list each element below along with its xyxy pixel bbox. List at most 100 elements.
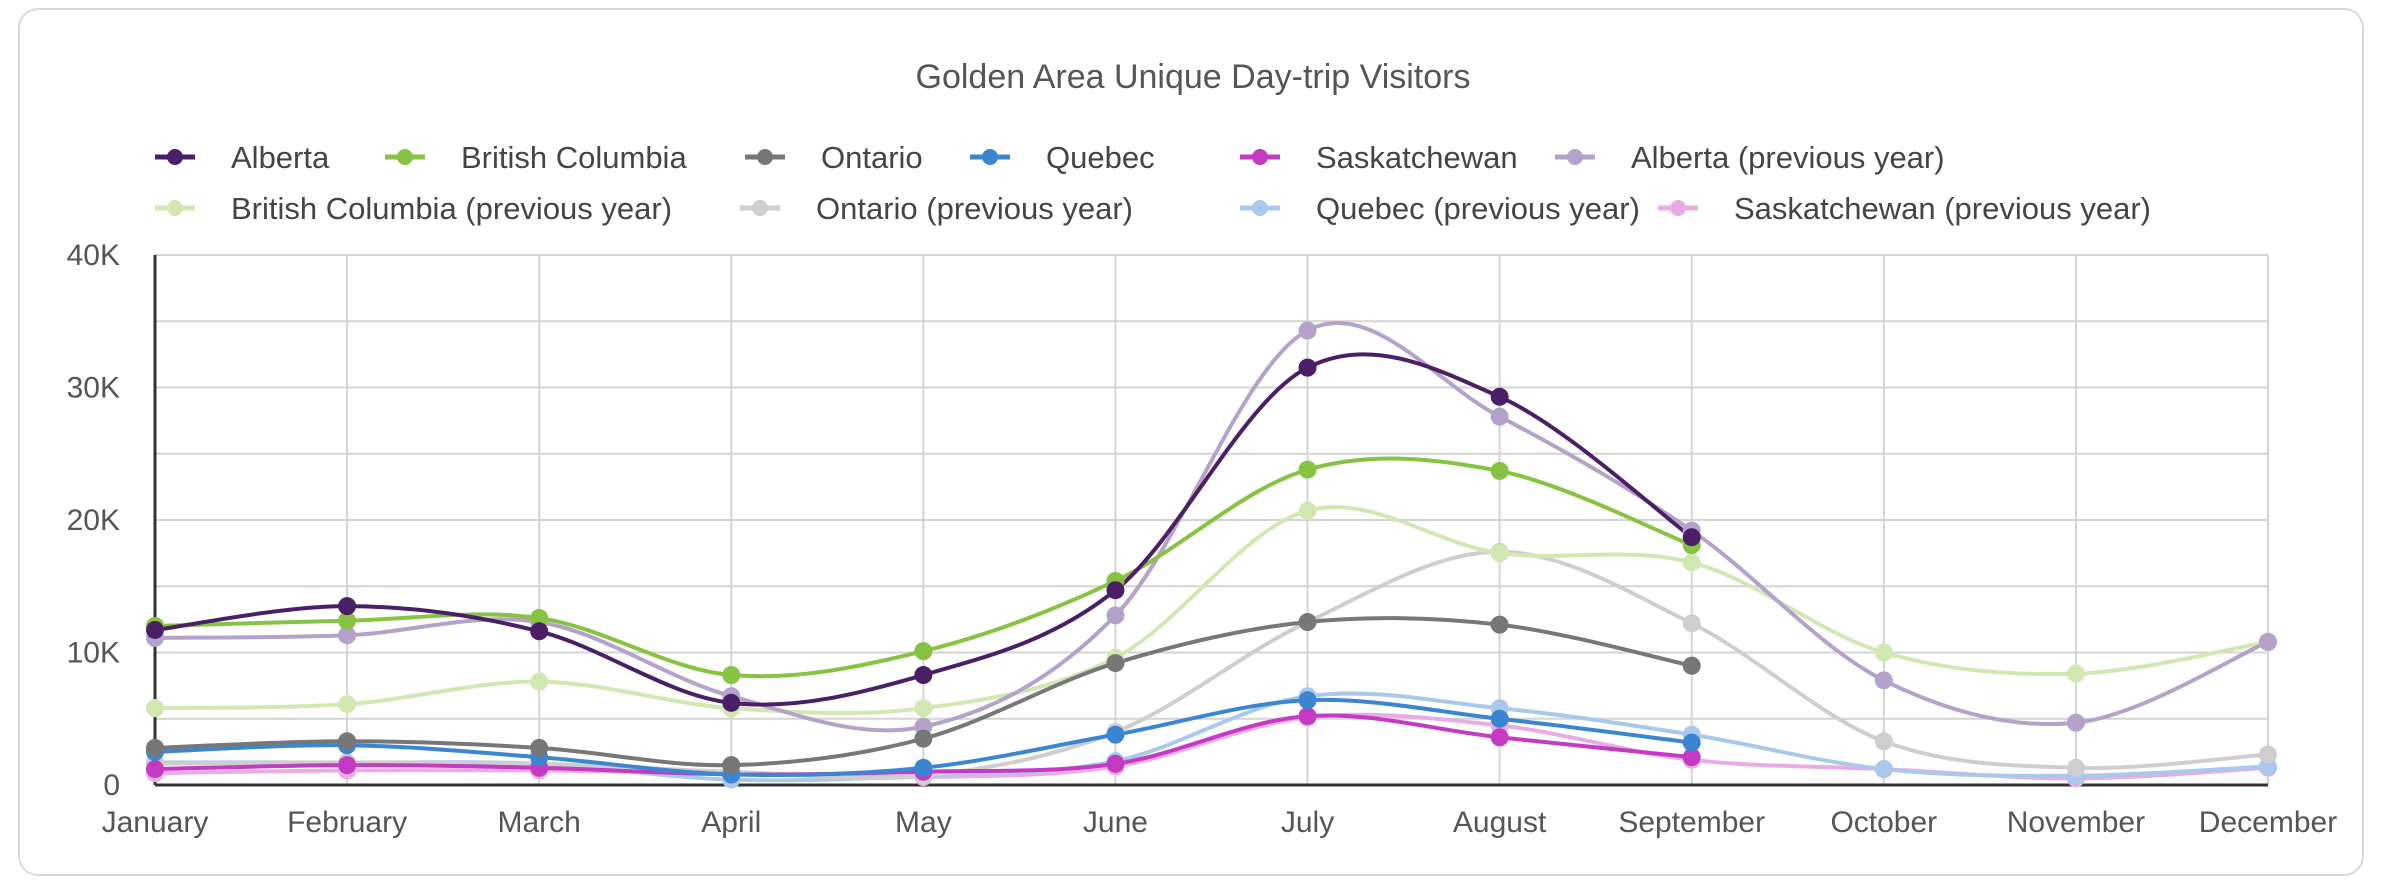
legend-label: Quebec [1046, 140, 1155, 175]
data-point[interactable] [1874, 643, 1893, 662]
legend-marker [1252, 149, 1268, 165]
data-point[interactable] [1874, 671, 1893, 690]
data-point[interactable] [1682, 733, 1701, 752]
data-point[interactable] [1298, 501, 1317, 520]
legend-marker [1670, 200, 1686, 216]
data-point[interactable] [1298, 321, 1317, 340]
data-point[interactable] [1298, 613, 1317, 632]
x-tick-label: July [1281, 806, 1334, 839]
data-point[interactable] [914, 758, 933, 777]
data-point[interactable] [1490, 544, 1509, 563]
grid [154, 254, 2269, 786]
data-point[interactable] [1490, 387, 1509, 406]
data-point[interactable] [1682, 614, 1701, 633]
legend-marker [752, 200, 768, 216]
data-point[interactable] [1298, 460, 1317, 479]
legend-label: Ontario (previous year) [816, 191, 1133, 226]
legend-label: Ontario [821, 140, 923, 175]
data-point[interactable] [146, 699, 164, 718]
legend-item[interactable]: Ontario (previous year) [740, 191, 1133, 226]
data-point[interactable] [338, 611, 357, 630]
legend-item[interactable]: British Columbia (previous year) [155, 191, 672, 226]
series-line [153, 352, 1694, 707]
data-point[interactable] [1106, 581, 1125, 600]
x-tick-label: May [895, 806, 952, 839]
x-tick-label: June [1083, 806, 1148, 839]
legend-marker [982, 149, 998, 165]
data-point[interactable] [914, 729, 933, 748]
legend-item[interactable]: Saskatchewan [1240, 140, 1518, 175]
data-point[interactable] [146, 620, 164, 639]
data-point[interactable] [1106, 654, 1125, 673]
legend-marker [757, 149, 773, 165]
data-point[interactable] [1682, 656, 1701, 675]
chart-title: Golden Area Unique Day-trip Visitors [916, 58, 1471, 96]
data-point[interactable] [2259, 632, 2277, 651]
data-point[interactable] [338, 626, 357, 645]
data-point[interactable] [146, 760, 164, 779]
data-point[interactable] [530, 609, 549, 628]
legend-item[interactable]: British Columbia [385, 140, 687, 175]
legend-item[interactable]: Saskatchewan (previous year) [1658, 191, 2151, 226]
y-tick-label: 0 [103, 769, 120, 802]
data-point[interactable] [338, 756, 357, 775]
data-point[interactable] [2066, 758, 2085, 777]
data-point[interactable] [1490, 709, 1509, 728]
data-point[interactable] [1682, 553, 1701, 572]
data-point[interactable] [722, 666, 741, 685]
data-point[interactable] [914, 699, 933, 718]
data-point[interactable] [1106, 606, 1125, 625]
data-point[interactable] [338, 732, 357, 751]
data-point[interactable] [146, 738, 164, 757]
data-point[interactable] [1874, 732, 1893, 751]
legend-item[interactable]: Alberta (previous year) [1555, 140, 1945, 175]
data-point[interactable] [2066, 713, 2085, 732]
data-point[interactable] [530, 738, 549, 757]
data-point[interactable] [722, 693, 741, 712]
data-point[interactable] [338, 597, 357, 616]
series-layer [153, 321, 2270, 783]
data-point[interactable] [722, 756, 741, 775]
x-tick-label: April [701, 806, 761, 839]
data-point[interactable] [1490, 615, 1509, 634]
x-tick-label: December [2199, 806, 2337, 839]
data-point[interactable] [530, 672, 549, 691]
data-point[interactable] [1490, 407, 1509, 426]
data-point[interactable] [1874, 760, 1893, 779]
legend-label: Saskatchewan (previous year) [1734, 191, 2151, 226]
legend-marker [1252, 200, 1268, 216]
data-point[interactable] [1490, 728, 1509, 747]
data-point[interactable] [1298, 707, 1317, 726]
legend-label: Alberta [231, 140, 330, 175]
series-line [153, 505, 2270, 716]
data-point[interactable] [2259, 745, 2277, 764]
legend-marker [167, 200, 183, 216]
data-point[interactable] [914, 642, 933, 661]
legend-marker [397, 149, 413, 165]
data-point[interactable] [1490, 461, 1509, 480]
series-line [153, 321, 2270, 733]
data-point[interactable] [2066, 664, 2085, 683]
data-point[interactable] [530, 622, 549, 641]
data-point[interactable] [1682, 528, 1701, 547]
legend-item[interactable]: Alberta [155, 140, 330, 175]
legend-item[interactable]: Ontario [745, 140, 923, 175]
data-point[interactable] [1298, 358, 1317, 377]
x-tick-label: November [2007, 806, 2145, 839]
legend-marker [1567, 149, 1583, 165]
data-point[interactable] [1106, 725, 1125, 744]
y-tick-label: 40K [67, 239, 120, 272]
legend-item[interactable]: Quebec (previous year) [1240, 191, 1640, 226]
legend-marker [167, 149, 183, 165]
legend-label: British Columbia (previous year) [231, 191, 672, 226]
data-point[interactable] [1298, 691, 1317, 710]
data-point[interactable] [1682, 748, 1701, 767]
data-point[interactable] [1106, 754, 1125, 773]
legend-item[interactable]: Quebec [970, 140, 1155, 175]
series-line [153, 712, 2270, 781]
data-point[interactable] [914, 666, 933, 685]
legend-label: Saskatchewan [1316, 140, 1518, 175]
data-point[interactable] [338, 695, 357, 714]
x-tick-label: August [1453, 806, 1547, 839]
